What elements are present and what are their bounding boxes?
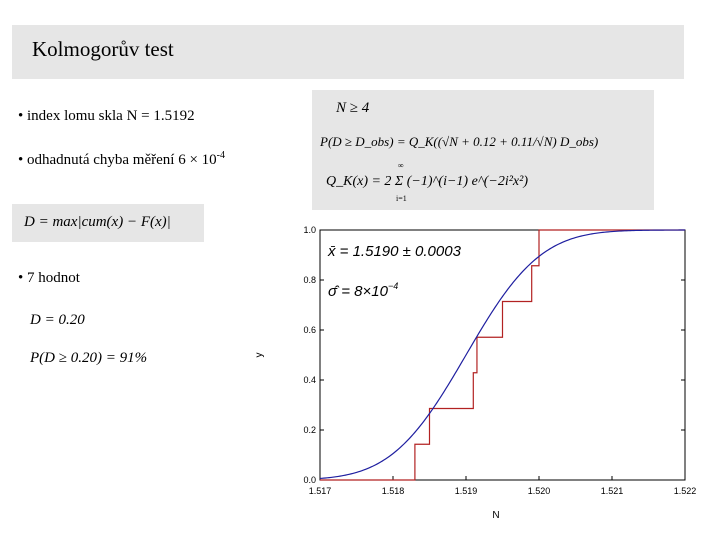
y-tick-label: 0.8: [303, 275, 316, 285]
normal-cdf-curve: [319, 229, 686, 480]
plot-frame: [319, 229, 686, 481]
y-tick-label: 0.4: [303, 375, 316, 385]
annotation-mean: x̄ = 1.5190 ± 0.0003: [327, 243, 462, 260]
x-tick-label: 1.518: [382, 486, 405, 496]
formula-d-definition: D = max|cum(x) − F(x)|: [24, 214, 171, 230]
formula-d-value: D = 0.20: [30, 312, 85, 328]
bullet-chyba-exponent: -4: [216, 150, 225, 161]
bullet-hodnot: • 7 hodnot: [18, 270, 80, 286]
x-tick-label: 1.519: [455, 486, 478, 496]
x-tick-label: 1.522: [674, 486, 697, 496]
x-tick-label: 1.517: [309, 486, 332, 496]
formula-sum-upper: ∞: [398, 161, 404, 170]
bullet-chyba: • odhadnutá chyba měření 6 × 10-4: [18, 150, 225, 169]
x-axis-label: N: [492, 510, 499, 521]
x-tick-label: 1.521: [601, 486, 624, 496]
formula-p-value: P(D ≥ 0.20) = 91%: [30, 350, 148, 366]
formula-sum-lower: i=1: [396, 194, 407, 203]
formula-d-box: D = max|cum(x) − F(x)|: [12, 204, 204, 242]
slide-title: Kolmogorův test: [32, 37, 174, 61]
annotation-sigma: σ̂ = 8×10−4: [328, 281, 398, 300]
y-tick-label: 0.2: [303, 425, 316, 435]
formula-n-condition: N ≥ 4: [336, 100, 370, 116]
formula-box: N ≥ 4 P(D ≥ D_obs) = Q_K((√N + 0.12 + 0.…: [312, 90, 654, 210]
empirical-cdf-step-line: [320, 229, 685, 481]
y-axis-label: y: [254, 353, 265, 358]
annotation-sigma-text: σ̂ = 8×10: [328, 283, 389, 300]
annotation-sigma-exponent: −4: [388, 281, 398, 291]
x-tick-label: 1.520: [528, 486, 551, 496]
y-tick-label: 0.6: [303, 325, 316, 335]
y-tick-label: 0.0: [303, 475, 316, 485]
formula-p-obs: P(D ≥ D_obs) = Q_K((√N + 0.12 + 0.11/√N)…: [320, 134, 599, 149]
bullet-chyba-text: • odhadnutá chyba měření 6 × 10: [18, 152, 217, 168]
y-tick-label: 1.0: [303, 225, 316, 235]
formula-q-k: Q_K(x) = 2 Σ (−1)^(i−1) e^(−2i²x²): [326, 174, 528, 189]
bullet-index: • index lomu skla N = 1.5192: [18, 108, 195, 124]
title-bar: Kolmogorův test: [12, 25, 684, 79]
